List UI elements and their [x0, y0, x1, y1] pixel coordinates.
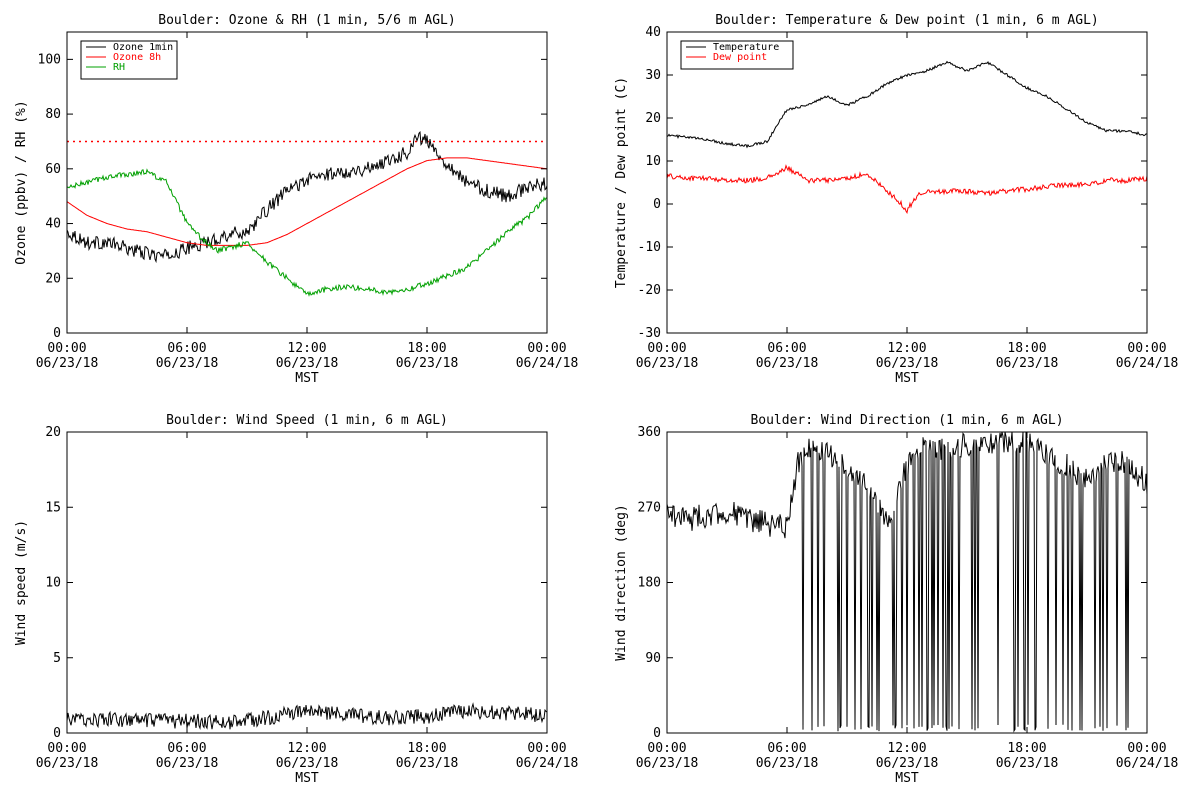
y-axis-label: Temperature / Dew point (C)	[614, 77, 629, 288]
legend-label: Temperature	[713, 42, 779, 53]
y-axis-label: Ozone (ppbv) / RH (%)	[14, 100, 29, 264]
x-tick-label: 06/23/18	[36, 356, 99, 371]
y-tick-label: 90	[645, 651, 661, 666]
legend-label: Ozone 8h	[113, 52, 161, 63]
chart-title: Boulder: Ozone & RH (1 min, 5/6 m AGL)	[158, 13, 455, 28]
y-tick-label: 80	[45, 107, 61, 122]
x-tick-label: 06/23/18	[756, 356, 819, 371]
x-tick-label: 00:00	[1127, 341, 1166, 356]
y-tick-label: 40	[45, 217, 61, 232]
x-tick-label: 06/23/18	[276, 356, 339, 371]
y-tick-label: 0	[53, 326, 61, 341]
y-tick-label: 30	[645, 68, 661, 83]
series-line-2	[666, 164, 1148, 215]
x-tick-label: 06/23/18	[396, 356, 459, 371]
x-tick-label: 00:00	[647, 341, 686, 356]
y-tick-label: 20	[645, 111, 661, 126]
x-tick-label: 06/23/18	[876, 756, 939, 771]
x-axis-label: MST	[895, 371, 919, 386]
legend-label: Dew point	[713, 52, 767, 63]
x-axis-label: MST	[295, 771, 319, 786]
y-tick-label: -30	[638, 326, 661, 341]
x-tick-label: 06/24/18	[1116, 356, 1179, 371]
y-axis-label: Wind direction (deg)	[614, 504, 629, 661]
x-tick-label: 06:00	[767, 341, 806, 356]
y-tick-label: 270	[638, 500, 661, 515]
x-tick-label: 06:00	[167, 341, 206, 356]
y-tick-label: 5	[53, 651, 61, 666]
legend-box	[680, 40, 794, 70]
chart-2: Boulder: Temperature & Dew point (1 min,…	[614, 13, 1178, 386]
x-tick-label: 00:00	[527, 741, 566, 756]
x-tick-label: 06/23/18	[396, 756, 459, 771]
chart-title: Boulder: Wind Direction (1 min, 6 m AGL)	[750, 413, 1063, 428]
x-tick-label: 00:00	[527, 341, 566, 356]
y-tick-label: 180	[638, 576, 661, 591]
legend-label: RH	[113, 62, 125, 73]
chart-4: Boulder: Wind Direction (1 min, 6 m AGL)…	[614, 413, 1178, 786]
x-tick-label: 18:00	[407, 741, 446, 756]
y-tick-label: 20	[45, 425, 61, 440]
x-tick-label: 18:00	[407, 341, 446, 356]
y-tick-label: 60	[45, 162, 61, 177]
y-axis-label: Wind speed (m/s)	[14, 520, 29, 645]
x-tick-label: 06:00	[167, 741, 206, 756]
y-tick-label: 360	[638, 425, 661, 440]
x-tick-label: 12:00	[887, 341, 926, 356]
series-line-1	[66, 702, 548, 730]
y-tick-label: 40	[645, 25, 661, 40]
x-tick-label: 06/23/18	[996, 356, 1059, 371]
chart-title: Boulder: Wind Speed (1 min, 6 m AGL)	[166, 413, 448, 428]
y-tick-label: 10	[645, 154, 661, 169]
x-tick-label: 12:00	[287, 341, 326, 356]
x-tick-label: 06/23/18	[876, 356, 939, 371]
plot-frame	[66, 431, 548, 734]
x-tick-label: 06/23/18	[276, 756, 339, 771]
y-tick-label: 10	[45, 576, 61, 591]
x-tick-label: 06/23/18	[36, 756, 99, 771]
x-tick-label: 18:00	[1007, 341, 1046, 356]
x-tick-label: 06:00	[767, 741, 806, 756]
x-tick-label: 06/23/18	[156, 356, 219, 371]
x-tick-label: 06/24/18	[516, 756, 579, 771]
chart-3: Boulder: Wind Speed (1 min, 6 m AGL) 0 5 10…	[14, 413, 578, 786]
x-tick-label: 00:00	[1127, 741, 1166, 756]
y-tick-label: 20	[45, 271, 61, 286]
x-tick-label: 00:00	[647, 741, 686, 756]
series-line-2	[66, 157, 548, 246]
x-tick-label: 06/24/18	[1116, 756, 1179, 771]
y-tick-label: 0	[653, 726, 661, 741]
x-tick-label: 06/23/18	[996, 756, 1059, 771]
chart-1: Boulder: Ozone & RH (1 min, 5/6 m AGL) 0 2…	[14, 13, 578, 386]
x-tick-label: 06/23/18	[756, 756, 819, 771]
y-tick-label: 0	[653, 197, 661, 212]
x-axis-label: MST	[895, 771, 919, 786]
y-tick-label: 100	[38, 52, 61, 67]
x-axis-label: MST	[295, 371, 319, 386]
y-tick-label: -10	[638, 240, 661, 255]
x-tick-label: 06/23/18	[636, 356, 699, 371]
x-tick-label: 00:00	[47, 741, 86, 756]
x-tick-label: 12:00	[887, 741, 926, 756]
series-line-1	[666, 60, 1148, 149]
x-tick-label: 06/23/18	[156, 756, 219, 771]
series-line-1	[66, 131, 548, 264]
plot-frame	[666, 31, 1148, 334]
chart-title: Boulder: Temperature & Dew point (1 min,…	[715, 13, 1099, 28]
y-tick-label: -20	[638, 283, 661, 298]
y-tick-label: 0	[53, 726, 61, 741]
series-line-1	[666, 431, 1148, 733]
x-tick-label: 00:00	[47, 341, 86, 356]
x-tick-label: 18:00	[1007, 741, 1046, 756]
x-tick-label: 06/24/18	[516, 356, 579, 371]
series-line-3	[66, 168, 548, 297]
legend-label: Ozone 1min	[113, 42, 173, 53]
y-tick-label: 15	[45, 500, 61, 515]
x-tick-label: 06/23/18	[636, 756, 699, 771]
x-tick-label: 12:00	[287, 741, 326, 756]
